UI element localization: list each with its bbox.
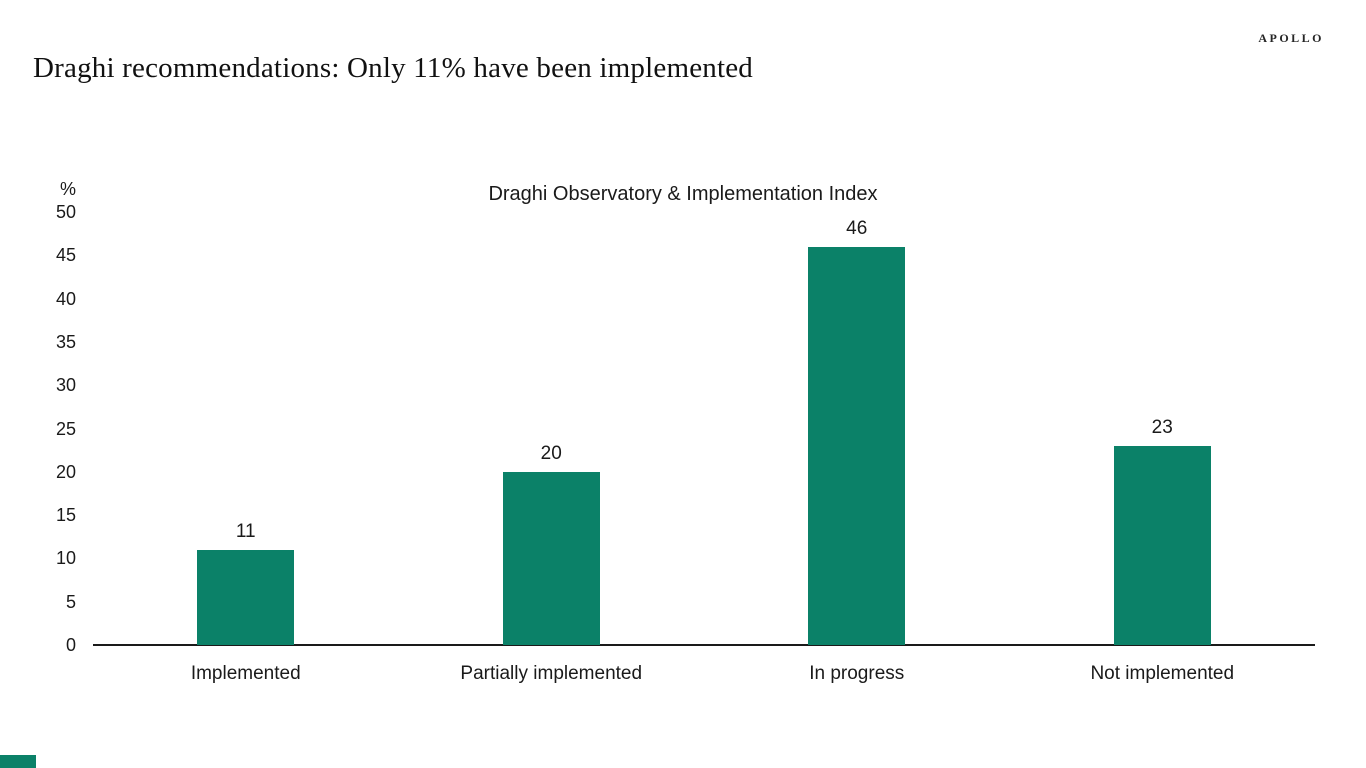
y-tick-label: 30 — [55, 375, 76, 396]
bar — [1113, 445, 1211, 645]
bar — [197, 549, 295, 645]
bar — [502, 471, 600, 645]
y-tick-label: 15 — [55, 505, 76, 526]
accent-bar — [0, 755, 36, 768]
bar-value-label: 46 — [846, 217, 868, 239]
y-tick-label: 0 — [65, 635, 76, 655]
bar-value-label: 20 — [540, 442, 562, 464]
y-tick-label: 10 — [55, 548, 76, 569]
y-tick-label: 50 — [55, 202, 76, 222]
x-category-label: Partially implemented — [460, 663, 643, 684]
bar — [808, 246, 906, 645]
x-category-label: Implemented — [190, 663, 301, 684]
x-category-label: In progress — [809, 663, 905, 684]
apollo-logo: APOLLO — [1258, 31, 1324, 45]
page-title: Draghi recommendations: Only 11% have be… — [33, 52, 754, 84]
y-tick-label: 45 — [55, 245, 76, 266]
y-tick-label: 35 — [55, 331, 76, 352]
y-tick-label: 20 — [55, 461, 76, 482]
y-tick-label: 25 — [55, 418, 76, 439]
chart-title: Draghi Observatory & Implementation Inde… — [488, 183, 878, 205]
x-axis-line — [93, 644, 1315, 646]
y-tick-label: 40 — [55, 288, 76, 309]
bar-value-label: 23 — [1151, 416, 1173, 438]
y-tick-label: 5 — [65, 591, 76, 612]
bar-value-label: 11 — [235, 520, 256, 542]
y-axis-unit-label: % — [59, 179, 76, 199]
x-category-label: Not implemented — [1090, 663, 1235, 684]
